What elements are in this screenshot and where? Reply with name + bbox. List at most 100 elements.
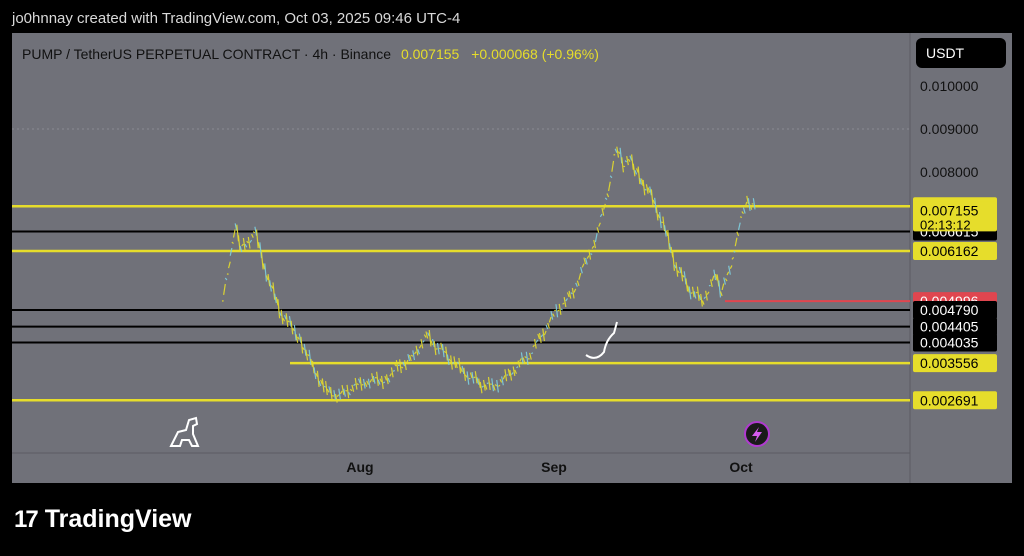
- price-candle: [514, 369, 518, 375]
- price-candle: [499, 379, 503, 383]
- price-candle: [540, 334, 544, 338]
- price-candle: [492, 385, 496, 391]
- price-candle: [507, 368, 511, 377]
- price-candle: [318, 380, 322, 387]
- price-candle: [496, 379, 499, 393]
- price-candle: [387, 377, 391, 383]
- price-candle: [675, 262, 679, 277]
- price-candle: [696, 286, 700, 301]
- price-candle: [300, 336, 304, 354]
- currency-button[interactable]: USDT: [916, 38, 1006, 68]
- price-candle: [451, 361, 455, 365]
- price-candle: [670, 246, 674, 258]
- price-candle: [519, 358, 522, 362]
- price-candle: [349, 388, 353, 392]
- price-candle: [733, 250, 736, 253]
- price-candle: [474, 371, 478, 384]
- price-candle: [316, 370, 320, 387]
- price-candle: [596, 227, 600, 233]
- price-candle: [369, 378, 373, 383]
- price-candle: [714, 273, 718, 281]
- price-candle: [537, 333, 541, 340]
- price-candle: [516, 366, 519, 369]
- price-candle: [364, 382, 368, 387]
- price-candle: [448, 358, 452, 362]
- price-candle: [558, 303, 562, 315]
- drawn-annotation: [585, 321, 618, 359]
- tradingview-logo[interactable]: 17 TradingView: [14, 505, 192, 534]
- price-candle: [428, 329, 432, 347]
- price-candle: [591, 245, 595, 249]
- price-candle: [247, 236, 251, 249]
- price-candle: [267, 274, 271, 287]
- price-candle: [672, 251, 675, 271]
- price-candle: [734, 237, 738, 247]
- price-candle: [711, 275, 715, 282]
- price-candle: [463, 367, 467, 381]
- price-candle: [502, 375, 506, 380]
- price-candle: [682, 274, 685, 278]
- price-candle: [249, 239, 253, 243]
- price-candle: [237, 235, 241, 253]
- price-candle: [677, 270, 680, 274]
- price-candle: [637, 166, 641, 185]
- price-candle: [724, 278, 728, 282]
- price-candle: [532, 344, 536, 348]
- bar-countdown-label: 02:13:12: [920, 217, 971, 232]
- lightning-icon: [752, 427, 762, 442]
- price-candle: [668, 243, 672, 254]
- price-candle: [329, 387, 333, 402]
- price-candle: [315, 372, 318, 378]
- price-candle: [292, 327, 295, 332]
- price-candle: [425, 331, 429, 339]
- price-candle: [520, 352, 524, 364]
- price-candle: [260, 252, 264, 270]
- price-candle: [611, 160, 615, 172]
- price-candle: [446, 354, 450, 366]
- price-candle: [729, 265, 733, 269]
- level-price-label: 0.004790: [920, 302, 979, 318]
- price-candle: [607, 181, 611, 192]
- price-candle: [509, 369, 513, 381]
- price-candle: [652, 199, 656, 205]
- price-candle: [550, 310, 554, 320]
- price-candle: [624, 160, 628, 163]
- price-candle: [283, 315, 287, 320]
- price-candle: [385, 374, 389, 385]
- price-candle: [603, 203, 606, 210]
- price-candle: [321, 378, 325, 393]
- price-candle: [639, 177, 643, 185]
- chart-frame[interactable]: [12, 33, 1012, 483]
- tradingview-icon: 17: [14, 506, 39, 533]
- price-candle: [614, 148, 618, 153]
- price-candle: [305, 349, 309, 361]
- price-candle: [686, 285, 690, 293]
- price-candle: [657, 214, 661, 219]
- price-candle: [721, 283, 725, 291]
- price-candle: [619, 147, 623, 164]
- price-candle: [415, 345, 419, 356]
- price-candle: [239, 245, 243, 253]
- price-candle: [481, 385, 484, 388]
- y-tick-label: 0.010000: [920, 78, 979, 94]
- price-candle: [354, 377, 358, 390]
- price-candle: [431, 338, 435, 348]
- price-candle: [264, 263, 268, 282]
- price-candle: [395, 360, 399, 372]
- price-candle: [334, 393, 338, 403]
- price-candle: [688, 286, 692, 300]
- price-candle: [744, 201, 748, 208]
- price-candle: [302, 347, 305, 351]
- price-candle: [533, 338, 537, 349]
- level-price-label: 0.004035: [920, 334, 979, 350]
- price-candle: [703, 296, 707, 299]
- price-candle: [461, 365, 465, 374]
- price-candle: [407, 354, 411, 362]
- price-candle: [504, 369, 508, 382]
- price-candle: [341, 384, 345, 395]
- price-candle: [719, 291, 723, 297]
- price-candle: [377, 379, 381, 385]
- price-candle: [246, 240, 249, 244]
- price-candle: [464, 374, 468, 378]
